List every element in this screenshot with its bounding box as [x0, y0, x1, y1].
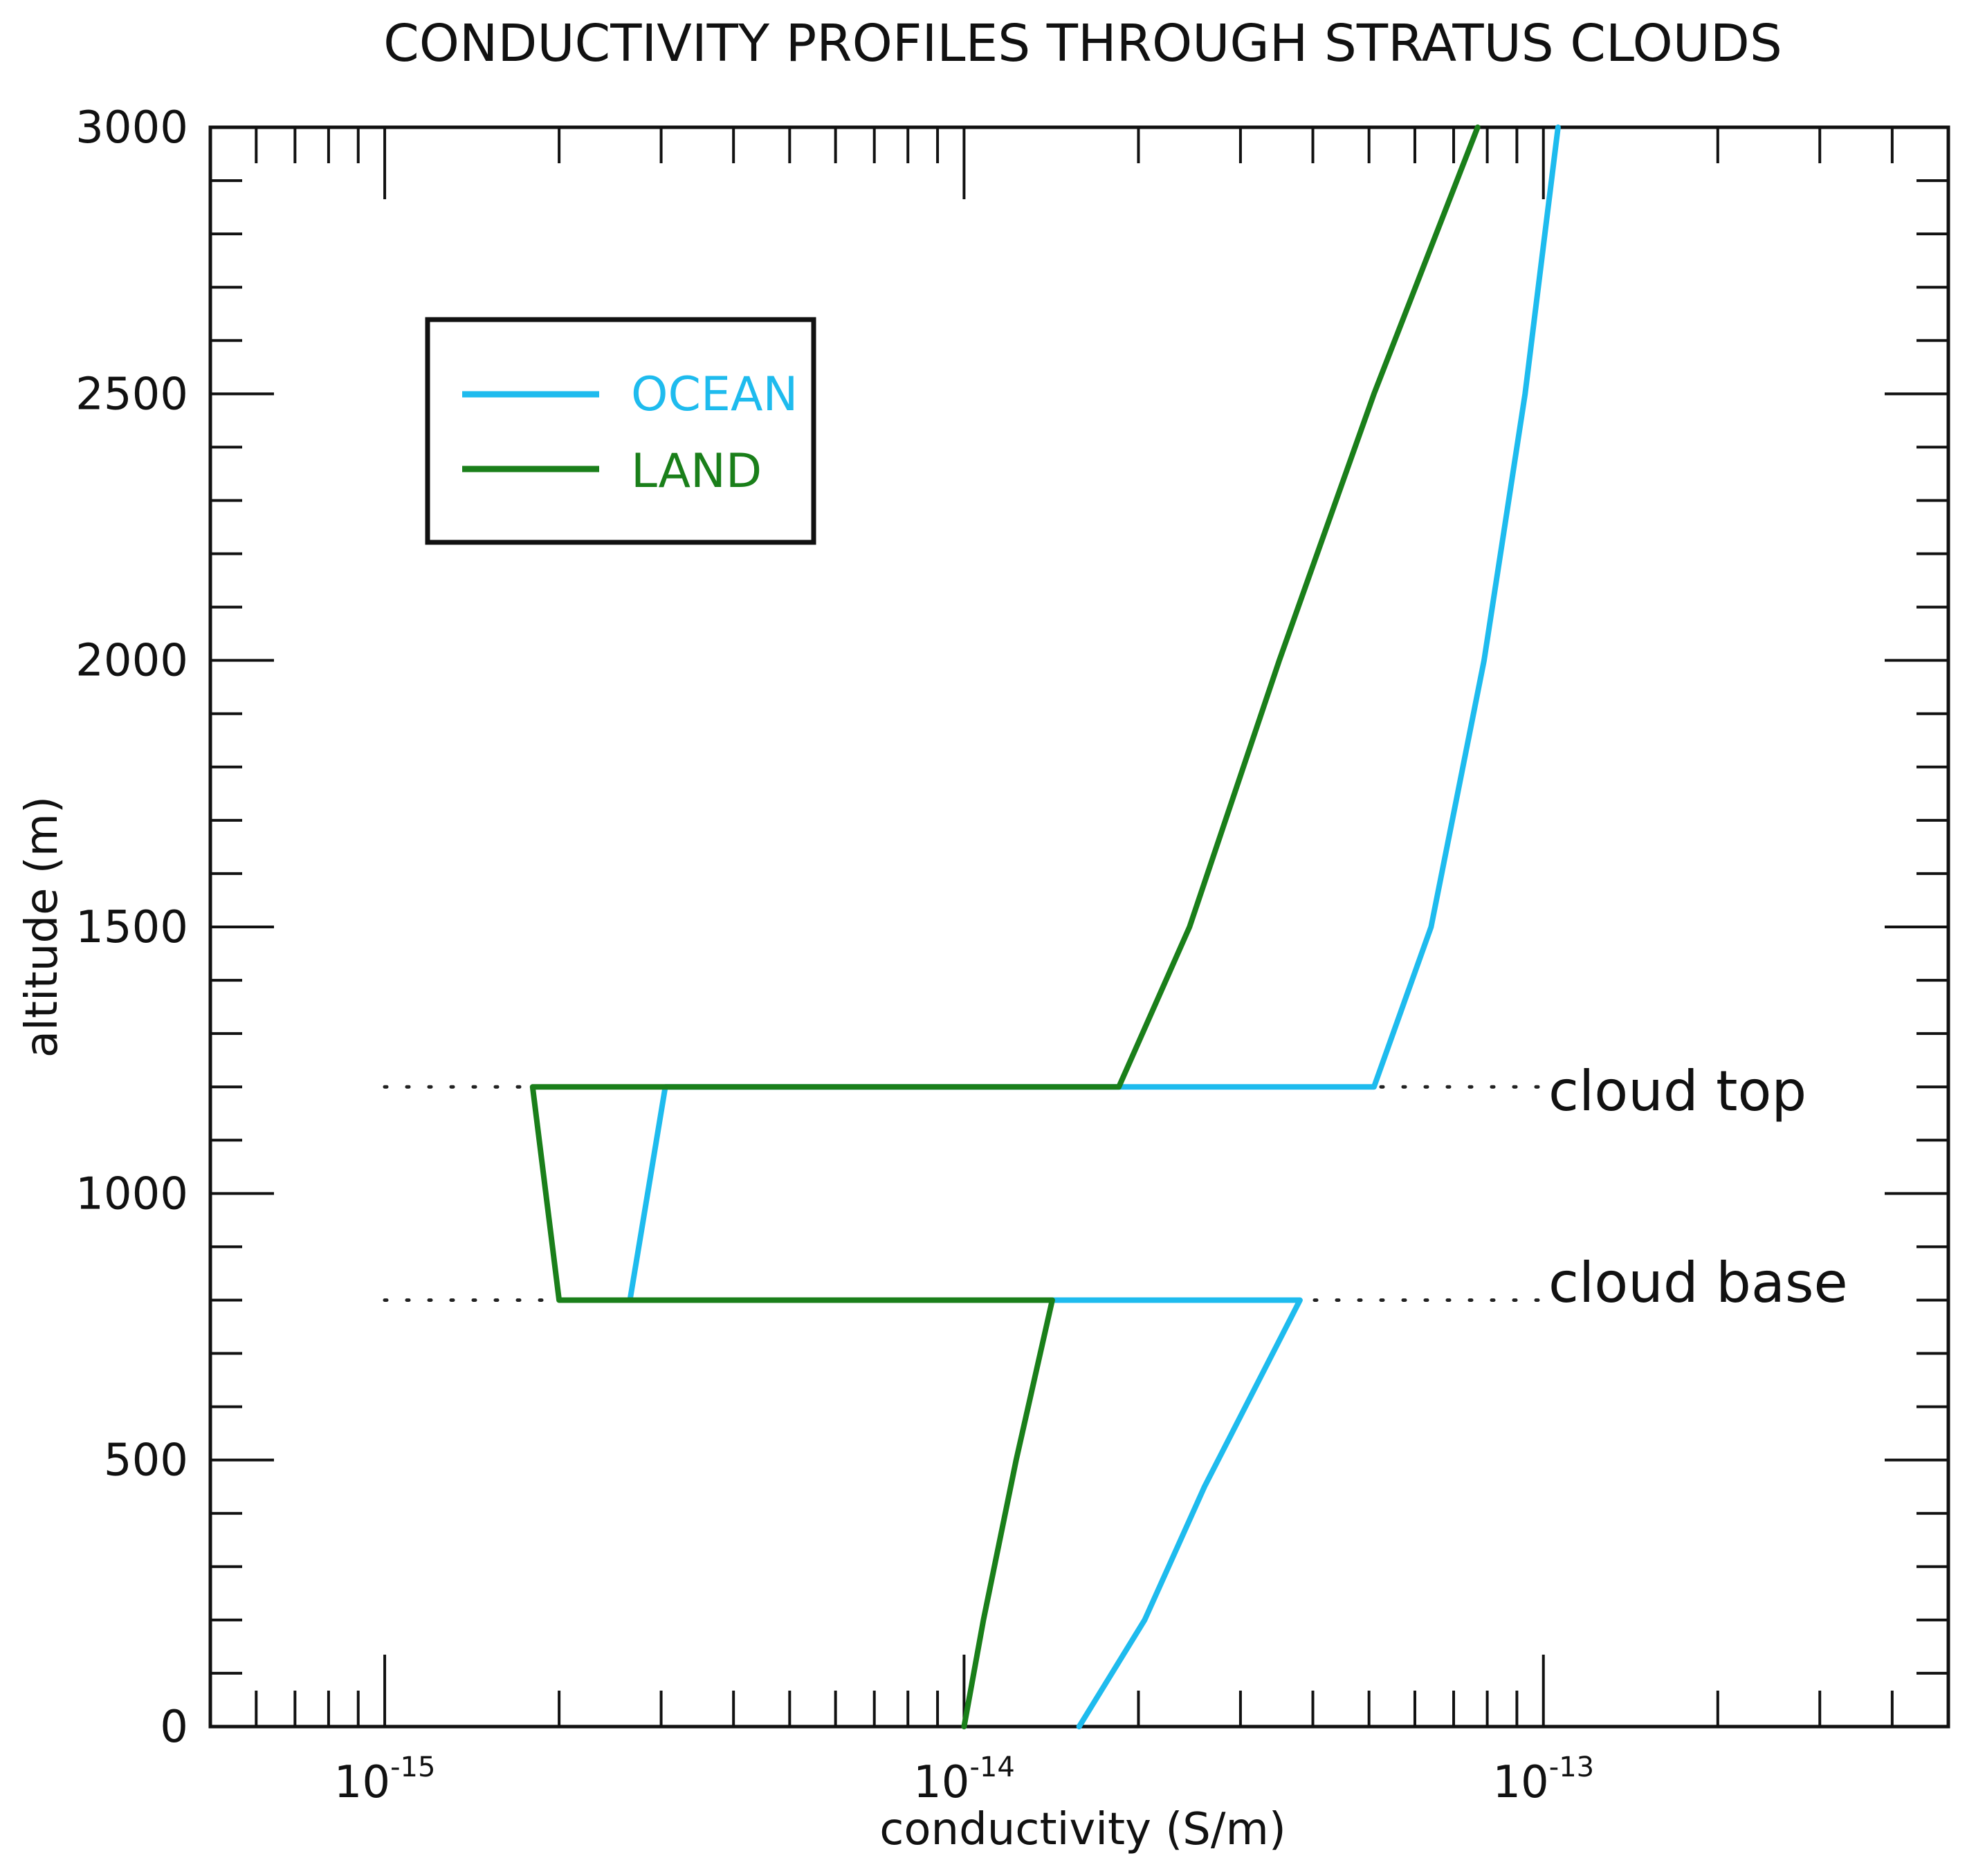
x-axis-label: conductivity (S/m) [879, 1804, 1286, 1855]
reference-lines [383, 1085, 1546, 1302]
legend-box [425, 317, 816, 545]
series-line-land [529, 125, 1481, 1729]
y-tick-label: 1500 [75, 902, 188, 953]
axis-ticks [209, 126, 1950, 1728]
y-tick-label: 2500 [75, 369, 188, 420]
y-axis-label: altitude (m) [17, 796, 68, 1058]
x-tick-label: 10-14 [913, 1751, 1015, 1808]
y-tick-label: 500 [104, 1435, 188, 1487]
y-tick-label: 1000 [75, 1168, 188, 1220]
annotation-cloud-base: cloud base [1548, 1251, 1848, 1315]
x-tick-label: 10-15 [334, 1751, 436, 1808]
y-tick-label: 2000 [75, 636, 188, 687]
legend-label-ocean: OCEAN [631, 367, 798, 422]
y-tick-labels: 0 500 1000 1500 2000 2500 3000 [75, 102, 188, 1753]
annotation-cloud-top: cloud top [1548, 1059, 1806, 1123]
legend: OCEAN LAND [425, 317, 816, 545]
chart-title: CONDUCTIVITY PROFILES THROUGH STRATUS CL… [383, 14, 1782, 73]
x-tick-label: 10-13 [1492, 1751, 1594, 1808]
legend-label-land: LAND [631, 444, 762, 499]
y-tick-label: 0 [160, 1702, 188, 1753]
y-tick-label: 3000 [75, 102, 188, 154]
x-tick-labels: 10-15 10-14 10-13 [334, 1751, 1594, 1808]
series-layer [529, 125, 1561, 1729]
